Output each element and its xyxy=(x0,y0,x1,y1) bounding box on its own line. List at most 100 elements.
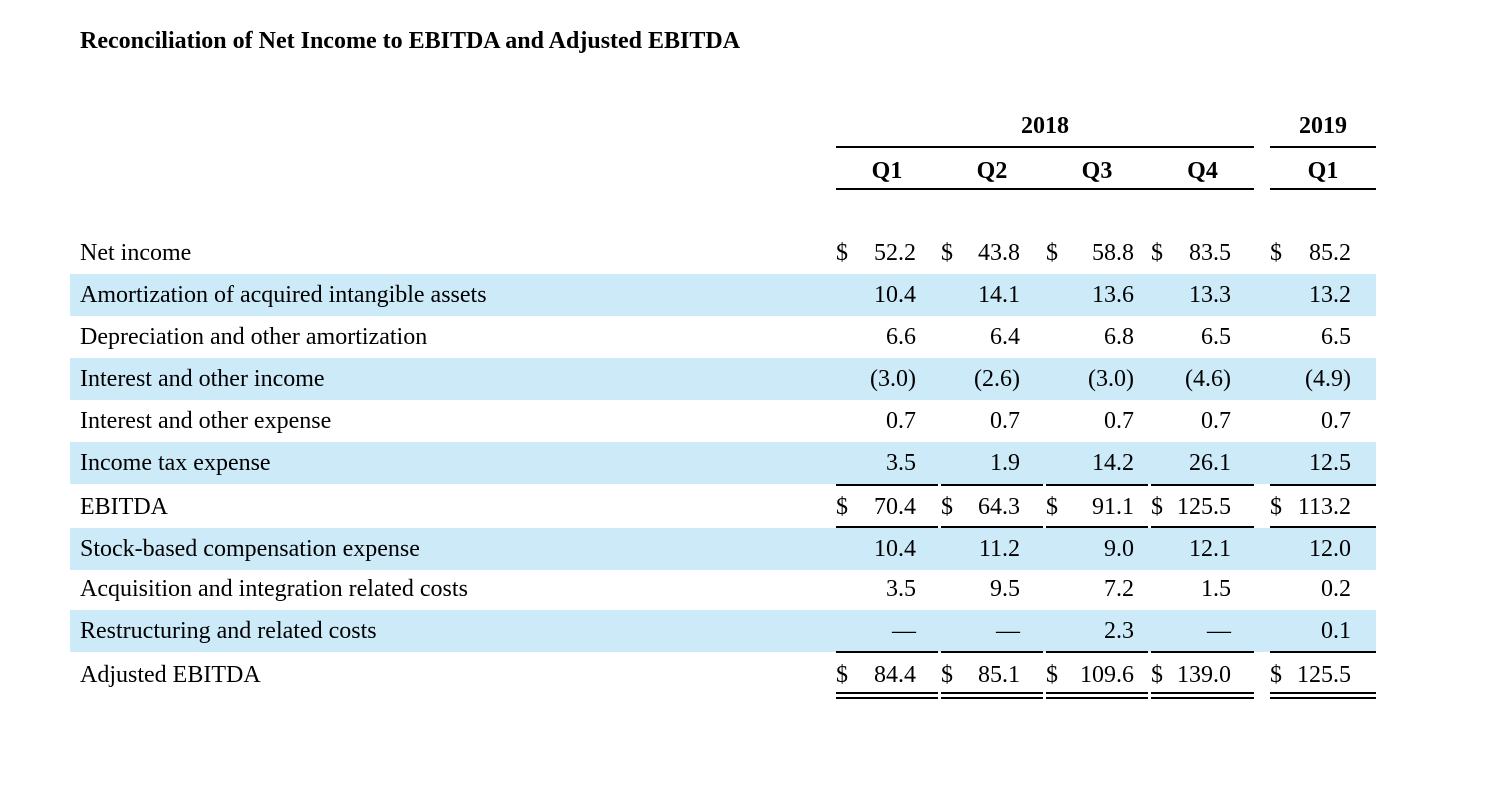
currency-symbol: $ xyxy=(1270,494,1282,520)
row-label: Amortization of acquired intangible asse… xyxy=(80,282,487,308)
table-row: Stock-based compensation expense 10.4 11.2… xyxy=(70,528,1376,570)
value-cell: 6.6 xyxy=(886,324,916,350)
value-cell: 6.8 xyxy=(1104,324,1134,350)
value-cell: 0.7 xyxy=(990,408,1020,434)
value-cell: 125.5 xyxy=(1177,494,1231,520)
row-label: Interest and other expense xyxy=(80,408,332,434)
value-cell: 13.2 xyxy=(1309,282,1351,308)
value-cell: 2.3 xyxy=(1104,618,1134,644)
year-header-2018: 2018 xyxy=(1021,113,1069,139)
subtotal-rule xyxy=(1046,651,1148,653)
quarter-header-q4-2018: Q4 xyxy=(1187,158,1218,184)
table-title: Reconciliation of Net Income to EBITDA a… xyxy=(80,28,741,54)
value-cell: 84.4 xyxy=(874,662,916,688)
currency-symbol: $ xyxy=(941,494,953,520)
quarter-header-q1-2019: Q1 xyxy=(1307,158,1339,184)
value-cell: 0.1 xyxy=(1321,618,1351,644)
value-cell: 91.1 xyxy=(1092,494,1134,520)
value-cell: — xyxy=(996,618,1020,644)
value-cell: 113.2 xyxy=(1297,494,1351,520)
value-cell: (4.6) xyxy=(1185,366,1231,392)
row-label: EBITDA xyxy=(80,494,168,520)
ebitda-rule xyxy=(1270,526,1376,528)
value-cell: 3.5 xyxy=(886,576,916,602)
value-cell: 6.5 xyxy=(1321,324,1351,350)
subtotal-rule xyxy=(1151,651,1254,653)
value-cell: 9.0 xyxy=(1104,536,1134,562)
total-double-rule-bottom xyxy=(941,697,1043,699)
value-cell: 10.4 xyxy=(874,536,916,562)
row-label: Restructuring and related costs xyxy=(80,618,377,644)
year-rule-2019 xyxy=(1270,146,1376,148)
table-row: Amortization of acquired intangible asse… xyxy=(70,274,1376,316)
table-row: Acquisition and integration related cost… xyxy=(70,568,1376,610)
value-cell: 0.7 xyxy=(886,408,916,434)
total-double-rule-bottom xyxy=(1151,697,1254,699)
value-cell: 1.9 xyxy=(990,450,1020,476)
value-cell: 85.2 xyxy=(1309,240,1351,266)
total-double-rule-bottom xyxy=(1046,697,1148,699)
value-cell: 13.6 xyxy=(1092,282,1134,308)
value-cell: (3.0) xyxy=(1088,366,1134,392)
value-cell: (2.6) xyxy=(974,366,1020,392)
table-row: Restructuring and related costs — — 2.3 — 0.1 xyxy=(70,610,1376,652)
value-cell: 64.3 xyxy=(978,494,1020,520)
value-cell: 0.7 xyxy=(1321,408,1351,434)
subtotal-rule xyxy=(1270,484,1376,486)
total-double-rule-top xyxy=(1046,692,1148,694)
value-cell: — xyxy=(1207,618,1231,644)
total-double-rule-top xyxy=(1270,692,1376,694)
subtotal-rule xyxy=(836,484,938,486)
currency-symbol: $ xyxy=(836,240,848,266)
currency-symbol: $ xyxy=(941,662,953,688)
quarter-header-q3-2018: Q3 xyxy=(1081,158,1113,184)
value-cell: 6.5 xyxy=(1201,324,1231,350)
value-cell: 12.0 xyxy=(1309,536,1351,562)
table-row: Adjusted EBITDA $84.4 $85.1 $109.6 $139.0 $12… xyxy=(70,654,1376,696)
ebitda-rule xyxy=(836,526,938,528)
row-label: Depreciation and other amortization xyxy=(80,324,428,350)
value-cell: 14.1 xyxy=(978,282,1020,308)
table-row: Interest and other income (3.0) (2.6) (3.0)… xyxy=(70,358,1376,400)
value-cell: (3.0) xyxy=(870,366,916,392)
currency-symbol: $ xyxy=(941,240,953,266)
value-cell: (4.9) xyxy=(1305,366,1351,392)
value-cell: 52.2 xyxy=(874,240,916,266)
total-double-rule-bottom xyxy=(836,697,938,699)
value-cell: 7.2 xyxy=(1104,576,1134,602)
subtotal-rule xyxy=(1151,484,1254,486)
currency-symbol: $ xyxy=(1046,240,1058,266)
currency-symbol: $ xyxy=(836,494,848,520)
value-cell: 109.6 xyxy=(1080,662,1134,688)
subtotal-rule xyxy=(941,651,1043,653)
value-cell: 0.7 xyxy=(1201,408,1231,434)
year-rule-2018 xyxy=(836,146,1254,148)
row-label: Adjusted EBITDA xyxy=(80,662,261,688)
total-double-rule-top xyxy=(836,692,938,694)
value-cell: 139.0 xyxy=(1177,662,1231,688)
value-cell: 6.4 xyxy=(990,324,1020,350)
quarter-header-q2-2018: Q2 xyxy=(976,158,1008,184)
value-cell: 3.5 xyxy=(886,450,916,476)
currency-symbol: $ xyxy=(1151,494,1163,520)
value-cell: 12.5 xyxy=(1309,450,1351,476)
value-cell: 12.1 xyxy=(1189,536,1231,562)
quarter-rule-2019 xyxy=(1270,188,1376,190)
value-cell: 11.2 xyxy=(978,536,1020,562)
currency-symbol: $ xyxy=(836,662,848,688)
currency-symbol: $ xyxy=(1270,662,1282,688)
year-header-2019: 2019 xyxy=(1299,113,1347,139)
value-cell: 9.5 xyxy=(990,576,1020,602)
table-row: Income tax expense 3.5 1.9 14.2 26.1 12.5 xyxy=(70,442,1376,484)
total-double-rule-bottom xyxy=(1270,697,1376,699)
value-cell: 0.2 xyxy=(1321,576,1351,602)
currency-symbol: $ xyxy=(1270,240,1282,266)
table-row: Net income $52.2 $43.8 $58.8 $83.5 $85.2 xyxy=(70,232,1376,274)
quarter-rule-2018 xyxy=(836,188,1254,190)
table-row: Depreciation and other amortization 6.6 6.… xyxy=(70,316,1376,358)
value-cell: 0.7 xyxy=(1104,408,1134,434)
value-cell: 85.1 xyxy=(978,662,1020,688)
total-double-rule-top xyxy=(1151,692,1254,694)
subtotal-rule xyxy=(836,651,938,653)
currency-symbol: $ xyxy=(1046,662,1058,688)
